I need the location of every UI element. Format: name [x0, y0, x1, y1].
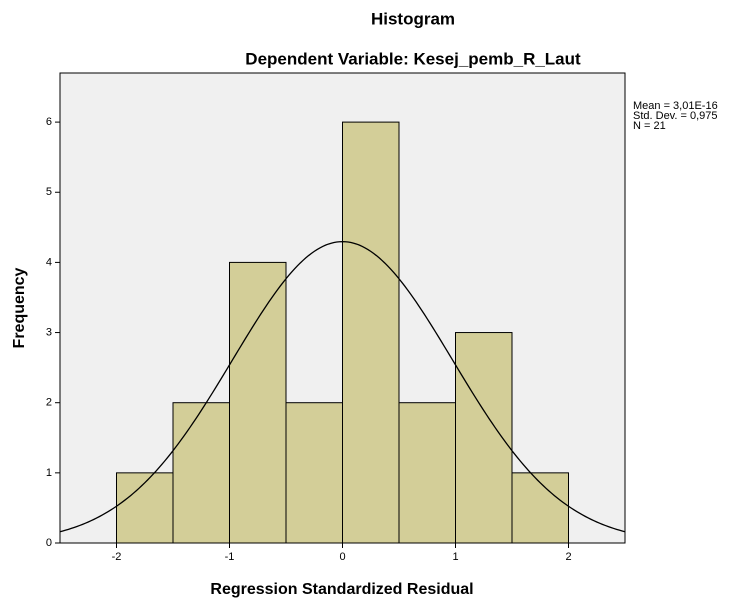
chart-subtitle: Dependent Variable: Kesej_pemb_R_Laut [245, 49, 581, 68]
stat-label: Mean = 3,01E-16 [633, 100, 718, 112]
y-tick-label: 1 [46, 467, 52, 479]
bar [398, 402, 456, 544]
bar [285, 402, 343, 544]
y-tick-label: 6 [46, 116, 52, 128]
x-tick-label: -2 [112, 551, 122, 563]
bar [511, 472, 569, 544]
bar [229, 261, 287, 544]
y-tick-label: 0 [46, 537, 52, 549]
chart-title: Histogram [371, 9, 455, 28]
y-tick-label: 4 [46, 256, 52, 268]
y-tick-label: 5 [46, 186, 52, 198]
y-tick-label: 2 [46, 397, 52, 409]
x-tick-label: 1 [452, 551, 458, 563]
stat-label: Std. Dev. = 0,975 [633, 110, 718, 122]
bar [172, 402, 230, 544]
bar [455, 332, 513, 544]
y-axis-title: Frequency [11, 267, 28, 348]
x-axis-title: Regression Standardized Residual [210, 581, 473, 598]
x-tick-label: -1 [225, 551, 235, 563]
normal-curve [59, 240, 626, 533]
x-tick-label: 0 [339, 551, 345, 563]
bar [116, 472, 174, 544]
x-tick-label: 2 [565, 551, 571, 563]
bar [342, 121, 400, 544]
y-tick-label: 3 [46, 326, 52, 338]
stat-label: N = 21 [633, 120, 666, 132]
